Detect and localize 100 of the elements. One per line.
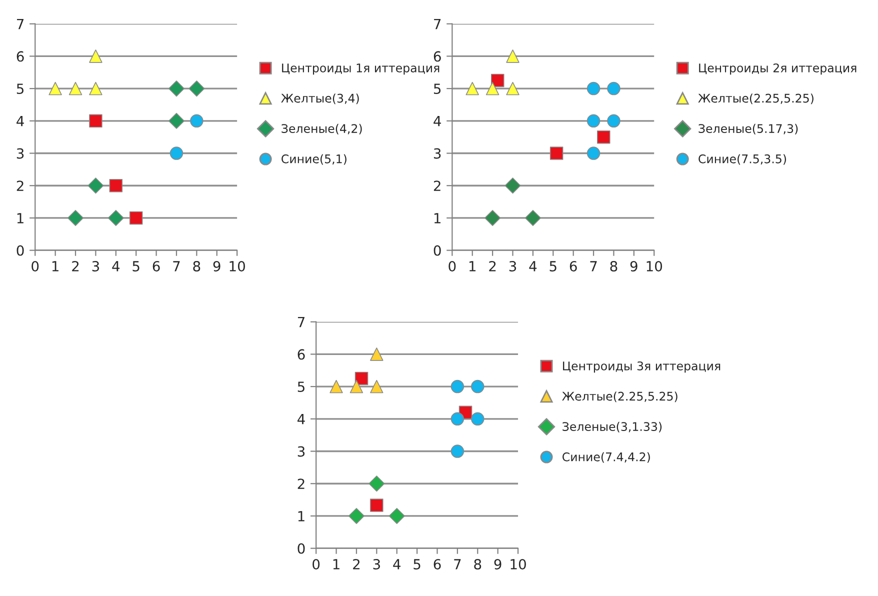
legend-label: Желтые(2.25,5.25) xyxy=(562,392,678,402)
y-tick-label: 5 xyxy=(298,382,304,392)
x-tick-label: 0 xyxy=(312,558,320,570)
point xyxy=(471,380,484,394)
point xyxy=(48,82,62,96)
point xyxy=(607,114,620,128)
x-tick-label: 9 xyxy=(213,260,220,272)
x-tick-label: 5 xyxy=(414,559,420,570)
legend-label: Желтые(3,4) xyxy=(281,94,359,104)
x-tick-label: 8 xyxy=(193,260,200,272)
legend-label: Зеленые(3,1.33) xyxy=(562,422,662,432)
y-tick-label: 1 xyxy=(298,511,304,522)
x-tick-label: 2 xyxy=(489,260,496,272)
point xyxy=(524,210,541,226)
x-tick-label: 10 xyxy=(646,260,662,272)
point xyxy=(484,210,501,226)
y-tick-label: 4 xyxy=(16,116,24,126)
legend-label: Синие(7.5,3.5) xyxy=(698,154,786,165)
y-tick-label: 0 xyxy=(298,543,305,554)
point xyxy=(188,80,205,97)
y-tick-label: 1 xyxy=(434,213,440,224)
point xyxy=(89,114,102,128)
point xyxy=(506,82,520,96)
point xyxy=(350,380,364,394)
point xyxy=(586,114,600,128)
x-tick-label: 5 xyxy=(550,261,556,272)
point xyxy=(68,82,82,96)
point xyxy=(348,508,364,524)
y-tick-label: 7 xyxy=(17,18,24,30)
point xyxy=(586,82,600,96)
y-tick-label: 0 xyxy=(434,245,441,256)
x-tick-label: 6 xyxy=(570,260,577,272)
x-tick-label: 9 xyxy=(494,558,502,570)
x-tick-label: 8 xyxy=(474,558,482,570)
point xyxy=(190,114,204,128)
legend-label: Синие(5,1) xyxy=(282,154,346,165)
point xyxy=(550,146,564,160)
x-tick-label: 1 xyxy=(52,261,58,272)
point xyxy=(168,112,185,129)
point xyxy=(88,178,104,194)
legend-label: Центроиды 2я иттерация xyxy=(699,63,856,75)
legend-label: Желтые(2.25,5.25) xyxy=(698,94,814,104)
point xyxy=(388,508,405,524)
y-tick-label: 0 xyxy=(16,245,24,256)
x-tick-label: 8 xyxy=(610,260,618,272)
x-tick-label: 0 xyxy=(32,260,39,272)
y-tick-label: 1 xyxy=(17,213,24,224)
y-tick-label: 5 xyxy=(16,84,24,94)
x-tick-label: 5 xyxy=(132,261,140,272)
x-tick-label: 4 xyxy=(393,559,400,570)
point xyxy=(89,50,102,63)
point xyxy=(450,380,464,394)
legend-label: Зеленые(5.17,3) xyxy=(698,124,798,134)
point xyxy=(607,82,620,96)
x-tick-label: 3 xyxy=(509,260,516,272)
y-tick-label: 5 xyxy=(434,84,441,94)
x-tick-label: 6 xyxy=(152,260,160,272)
point xyxy=(108,210,124,226)
y-tick-label: 6 xyxy=(434,51,441,62)
x-tick-label: 0 xyxy=(448,260,456,272)
y-tick-label: 4 xyxy=(298,414,305,424)
x-tick-label: 4 xyxy=(112,261,120,272)
point xyxy=(466,82,479,96)
x-tick-label: 7 xyxy=(590,261,597,272)
y-tick-label: 3 xyxy=(434,148,441,159)
y-tick-label: 7 xyxy=(434,18,441,30)
x-tick-label: 3 xyxy=(92,260,100,272)
point xyxy=(170,146,184,160)
x-tick-label: 10 xyxy=(510,558,526,570)
point xyxy=(89,82,102,96)
y-tick-label: 3 xyxy=(16,148,24,159)
x-tick-label: 2 xyxy=(72,260,79,272)
x-tick-label: 7 xyxy=(173,261,180,272)
legend-label: Зеленые(4,2) xyxy=(282,124,362,134)
point xyxy=(109,178,123,192)
y-tick-label: 7 xyxy=(298,316,304,328)
x-tick-label: 10 xyxy=(230,260,245,272)
point xyxy=(504,178,521,194)
point xyxy=(506,50,520,63)
point xyxy=(450,444,464,458)
y-tick-label: 2 xyxy=(434,180,440,191)
point xyxy=(368,476,385,492)
legend-label: Синие(7.4,4.2) xyxy=(562,452,650,463)
point xyxy=(596,130,610,144)
point xyxy=(486,82,500,96)
point xyxy=(450,412,464,426)
x-tick-label: 9 xyxy=(630,260,638,272)
point xyxy=(370,498,384,512)
y-tick-label: 2 xyxy=(298,478,304,489)
y-tick-label: 2 xyxy=(16,180,24,191)
x-tick-label: 1 xyxy=(469,261,476,272)
point xyxy=(67,210,84,226)
x-tick-label: 4 xyxy=(529,261,537,272)
y-tick-label: 3 xyxy=(298,446,305,457)
x-tick-label: 2 xyxy=(353,558,360,570)
point xyxy=(129,211,143,225)
point xyxy=(168,80,185,97)
point xyxy=(330,380,343,394)
y-tick-label: 6 xyxy=(298,349,305,360)
point xyxy=(471,412,484,426)
